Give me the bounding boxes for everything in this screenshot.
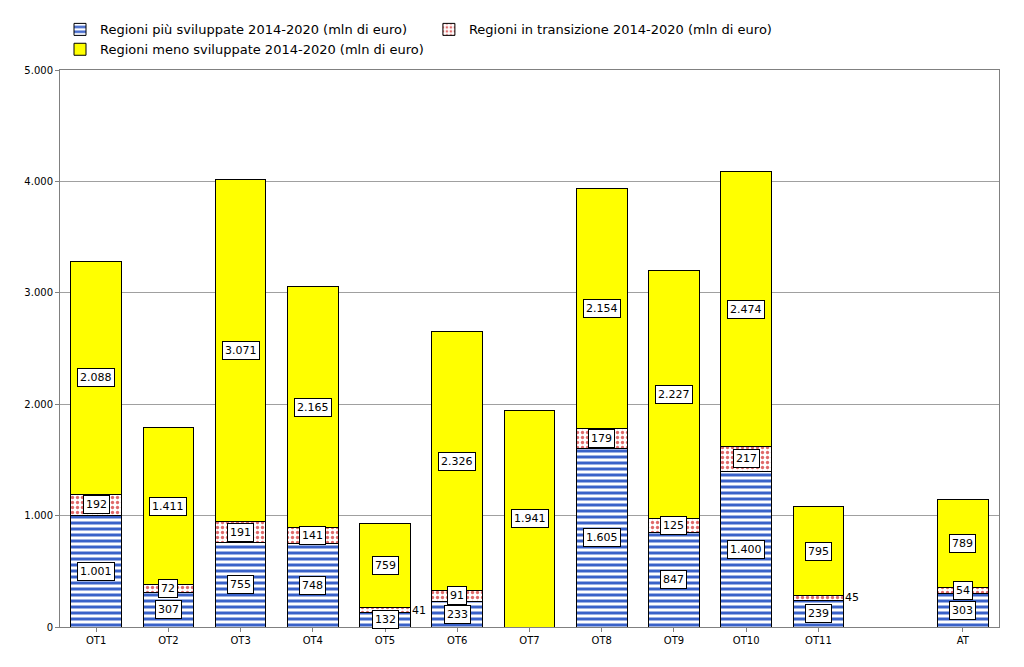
svg-text:5.000: 5.000 xyxy=(24,65,53,76)
svg-text:45: 45 xyxy=(845,591,859,604)
svg-text:307: 307 xyxy=(158,603,179,616)
svg-text:0: 0 xyxy=(47,622,53,633)
svg-text:755: 755 xyxy=(230,578,251,591)
svg-text:1.000: 1.000 xyxy=(24,510,53,521)
svg-text:191: 191 xyxy=(230,526,251,539)
svg-text:54: 54 xyxy=(956,584,970,597)
svg-text:OT8: OT8 xyxy=(592,635,612,646)
svg-text:2.165: 2.165 xyxy=(297,401,329,414)
svg-text:1.001: 1.001 xyxy=(80,565,112,578)
svg-text:759: 759 xyxy=(375,559,396,572)
svg-text:2.326: 2.326 xyxy=(441,455,473,468)
svg-text:2.154: 2.154 xyxy=(586,302,618,315)
svg-text:OT6: OT6 xyxy=(447,635,467,646)
svg-text:OT3: OT3 xyxy=(230,635,250,646)
svg-text:179: 179 xyxy=(591,432,612,445)
svg-text:748: 748 xyxy=(302,579,323,592)
svg-text:41: 41 xyxy=(412,604,426,617)
svg-text:1.400: 1.400 xyxy=(730,543,762,556)
svg-text:OT4: OT4 xyxy=(303,635,323,646)
svg-text:847: 847 xyxy=(663,573,684,586)
svg-text:91: 91 xyxy=(450,589,464,602)
svg-text:2.474: 2.474 xyxy=(730,303,762,316)
svg-text:AT: AT xyxy=(957,635,970,646)
svg-text:Regioni meno sviluppate 2014-2: Regioni meno sviluppate 2014-2020 (mln d… xyxy=(100,42,424,57)
svg-text:OT2: OT2 xyxy=(158,635,178,646)
svg-text:217: 217 xyxy=(736,452,757,465)
svg-text:132: 132 xyxy=(375,613,396,626)
svg-text:OT7: OT7 xyxy=(519,635,539,646)
svg-text:Regioni più sviluppate 2014-20: Regioni più sviluppate 2014-2020 (mln di… xyxy=(100,22,407,37)
svg-text:789: 789 xyxy=(952,537,973,550)
svg-text:OT5: OT5 xyxy=(375,635,395,646)
svg-text:239: 239 xyxy=(808,607,829,620)
svg-text:OT11: OT11 xyxy=(805,635,832,646)
svg-text:2.088: 2.088 xyxy=(80,371,112,384)
svg-text:72: 72 xyxy=(161,582,175,595)
svg-text:OT10: OT10 xyxy=(733,635,760,646)
svg-text:1.605: 1.605 xyxy=(586,531,618,544)
svg-text:1.411: 1.411 xyxy=(152,500,184,513)
svg-text:3.000: 3.000 xyxy=(24,287,53,298)
svg-text:2.227: 2.227 xyxy=(658,388,690,401)
svg-text:1.941: 1.941 xyxy=(514,512,546,525)
svg-text:303: 303 xyxy=(952,604,973,617)
svg-text:3.071: 3.071 xyxy=(225,344,257,357)
svg-text:4.000: 4.000 xyxy=(24,176,53,187)
svg-text:OT1: OT1 xyxy=(86,635,106,646)
svg-text:192: 192 xyxy=(86,498,107,511)
svg-text:2.000: 2.000 xyxy=(24,399,53,410)
svg-text:Regioni in transizione 2014-20: Regioni in transizione 2014-2020 (mln di… xyxy=(469,22,772,37)
svg-text:125: 125 xyxy=(663,519,684,532)
svg-text:OT9: OT9 xyxy=(664,635,684,646)
svg-text:233: 233 xyxy=(447,608,468,621)
svg-text:141: 141 xyxy=(302,529,323,542)
svg-text:795: 795 xyxy=(808,545,829,558)
